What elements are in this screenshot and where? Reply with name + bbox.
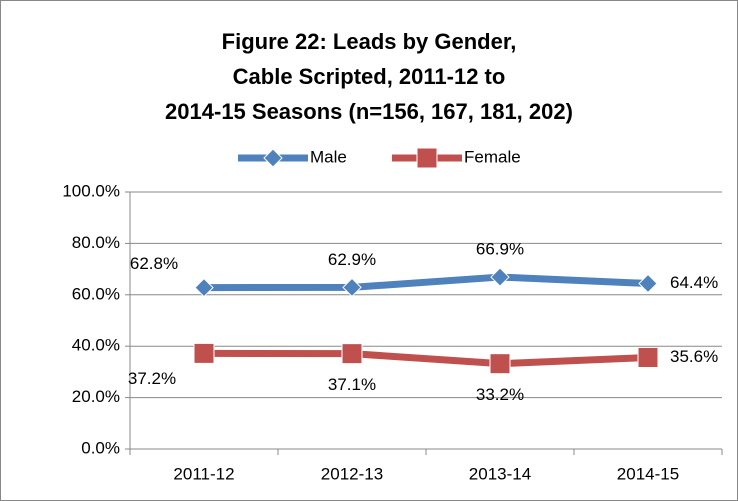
y-tick-label: 60.0% bbox=[72, 284, 120, 303]
y-tick-label: 20.0% bbox=[72, 387, 120, 406]
data-label: 64.4% bbox=[670, 273, 718, 292]
point-marker bbox=[490, 267, 510, 287]
data-label: 35.6% bbox=[670, 347, 718, 366]
point-marker bbox=[193, 342, 215, 364]
chart-title: Cable Scripted, 2011-12 to bbox=[233, 64, 506, 89]
point-marker bbox=[637, 347, 659, 369]
data-label: 37.2% bbox=[128, 369, 176, 388]
x-tick-label: 2012-13 bbox=[321, 464, 383, 483]
x-tick-label: 2014-15 bbox=[617, 464, 679, 483]
chart-title: Figure 22: Leads by Gender, bbox=[222, 29, 517, 54]
series-line bbox=[203, 273, 649, 292]
chart-title: 2014-15 Seasons (n=156, 167, 181, 202) bbox=[165, 99, 573, 124]
point-marker bbox=[416, 147, 438, 169]
y-tick-label: 40.0% bbox=[72, 336, 120, 355]
data-label: 62.8% bbox=[130, 254, 178, 273]
legend-label: Female bbox=[464, 147, 521, 166]
data-label: 33.2% bbox=[476, 385, 524, 404]
legend-label: Male bbox=[310, 147, 347, 166]
point-marker bbox=[489, 353, 511, 375]
y-tick-label: 0.0% bbox=[81, 438, 120, 457]
point-marker bbox=[263, 148, 283, 168]
data-label: 62.9% bbox=[328, 250, 376, 269]
y-tick-label: 80.0% bbox=[72, 233, 120, 252]
data-label: 37.1% bbox=[328, 375, 376, 394]
data-label: 66.9% bbox=[476, 240, 524, 259]
point-marker bbox=[194, 277, 214, 298]
point-marker bbox=[638, 273, 658, 294]
point-marker bbox=[341, 343, 363, 365]
y-tick-label: 100.0% bbox=[62, 181, 120, 200]
series-line bbox=[203, 349, 649, 368]
point-marker bbox=[342, 277, 362, 298]
x-tick-label: 2013-14 bbox=[469, 464, 531, 483]
x-tick-label: 2011-12 bbox=[173, 464, 234, 483]
